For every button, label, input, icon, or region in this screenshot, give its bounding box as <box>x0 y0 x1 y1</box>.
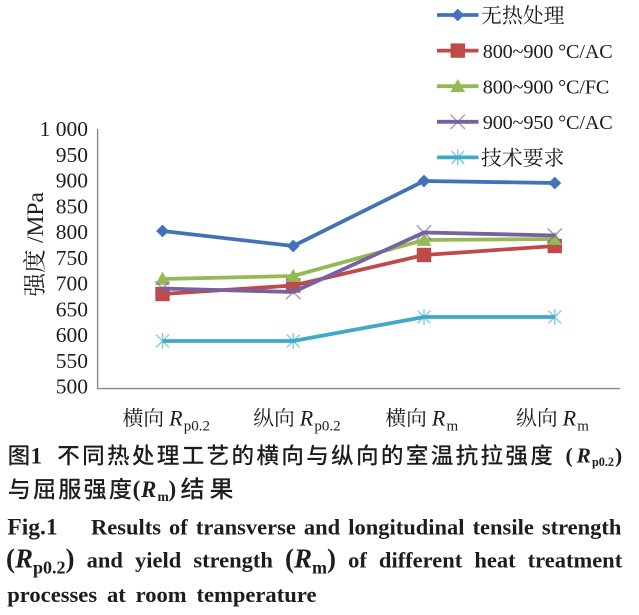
svg-text:850: 850 <box>56 194 88 218</box>
svg-text:R: R <box>140 477 156 502</box>
svg-text:600: 600 <box>56 323 88 347</box>
svg-text:1: 1 <box>31 444 43 469</box>
svg-text:800~900 °C/FC: 800~900 °C/FC <box>483 77 609 99</box>
svg-text:): ) <box>169 477 177 502</box>
svg-text:p0.2: p0.2 <box>592 455 614 469</box>
svg-text:(: ( <box>133 477 141 502</box>
svg-text:900: 900 <box>56 169 88 193</box>
svg-text:p0.2: p0.2 <box>314 419 340 435</box>
svg-text:m: m <box>447 419 459 435</box>
svg-text:/MPa: /MPa <box>23 192 49 243</box>
svg-text:650: 650 <box>56 297 88 321</box>
svg-text:Results of transverse and long: Results of transverse and longitudinal t… <box>91 515 622 540</box>
svg-text:R: R <box>168 405 183 430</box>
svg-text:(: ( <box>566 444 573 468</box>
svg-text:Fig.1: Fig.1 <box>7 515 57 541</box>
svg-text:800: 800 <box>56 220 88 244</box>
svg-text:(Rp0.2) and yield strength (Rm: (Rp0.2) and yield strength (Rm) of diffe… <box>6 544 623 578</box>
svg-text:m: m <box>158 489 170 504</box>
svg-text:R: R <box>299 405 314 430</box>
svg-text:700: 700 <box>56 272 88 296</box>
svg-text:R: R <box>576 444 591 468</box>
svg-text:processes at room temperature: processes at room temperature <box>7 582 316 607</box>
svg-text:500: 500 <box>56 375 88 399</box>
svg-text:R: R <box>431 405 446 430</box>
svg-text:1 000: 1 000 <box>40 117 88 141</box>
svg-text:900~950 °C/AC: 900~950 °C/AC <box>483 112 613 134</box>
svg-text:R: R <box>562 405 577 430</box>
svg-text:p0.2: p0.2 <box>184 419 210 435</box>
svg-text:950: 950 <box>56 143 88 167</box>
svg-text:): ) <box>615 444 622 468</box>
svg-text:m: m <box>577 419 589 435</box>
svg-text:750: 750 <box>56 246 88 270</box>
svg-text:550: 550 <box>56 349 88 373</box>
svg-text:800~900 °C/AC: 800~900 °C/AC <box>483 41 613 63</box>
